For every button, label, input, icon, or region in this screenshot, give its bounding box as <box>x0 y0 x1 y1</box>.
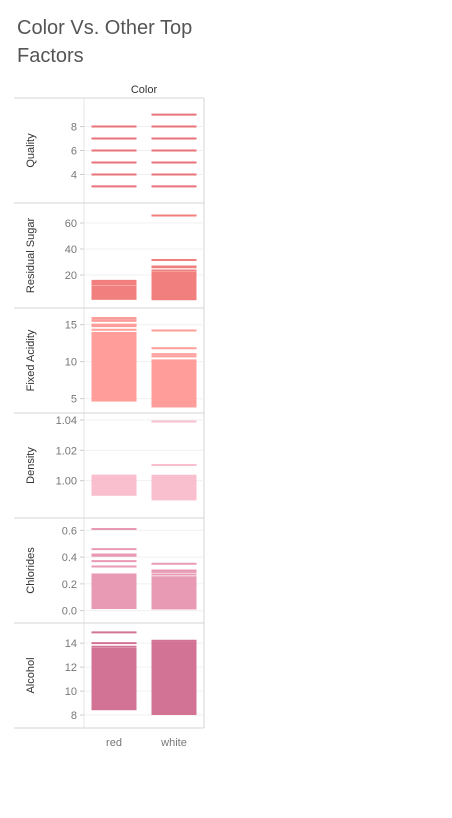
tick-label: 1.02 <box>56 445 77 457</box>
bar-white <box>151 474 197 501</box>
bar-white <box>151 579 197 610</box>
chart-title: Color Vs. Other Top Factors <box>17 17 193 67</box>
category-label-white: white <box>160 737 187 749</box>
tick-label: 1.00 <box>56 476 77 488</box>
bar-red <box>91 474 137 496</box>
panel-quality: 4 6 8 Quality <box>14 113 204 204</box>
panel-density: 1.00 1.02 1.04 Density <box>14 415 204 519</box>
bar-red <box>91 285 137 300</box>
tick-label: 0.6 <box>62 525 77 537</box>
panel-alcohol: 8 10 12 14 Alcohol <box>14 631 204 729</box>
bar-red <box>91 332 137 402</box>
tick-label: 8 <box>71 122 77 134</box>
category-label-red: red <box>106 737 122 749</box>
tick-label: 10 <box>65 357 77 369</box>
panel-fixed-acidity: 5 10 15 Fixed Acidity <box>14 316 204 414</box>
tick-label: 40 <box>65 244 77 256</box>
tick-label: 0.2 <box>62 579 77 591</box>
column-header: Color <box>131 84 158 96</box>
category-axis: red white <box>106 737 187 749</box>
bar-red <box>91 647 137 711</box>
tick-label: 12 <box>65 662 77 674</box>
row-label: Alcohol <box>25 657 37 693</box>
tick-label: 20 <box>65 270 77 282</box>
tick-label: 5 <box>71 394 77 406</box>
panel-residual-sugar: 20 40 60 Residual Sugar <box>14 214 204 309</box>
bar-white <box>151 643 197 716</box>
tick-label: 14 <box>65 638 77 650</box>
tick-label: 8 <box>71 710 77 722</box>
tick-label: 10 <box>65 686 77 698</box>
bar-white <box>151 271 197 301</box>
tick-label: 1.04 <box>56 415 77 427</box>
tick-label: 0.0 <box>62 606 77 618</box>
row-label: Residual Sugar <box>25 218 37 294</box>
row-label: Density <box>25 447 37 484</box>
bar-red <box>91 574 137 610</box>
tick-label: 0.4 <box>62 552 77 564</box>
row-label: Quality <box>25 133 37 168</box>
chart-panels: 4 6 8 Quality 20 40 60 Residual Sugar 5 10 15 Fixed… <box>14 113 204 729</box>
tick-label: 15 <box>65 320 77 332</box>
tick-label: 4 <box>71 169 77 181</box>
bar-white <box>151 359 197 408</box>
panel-chlorides: 0.0 0.2 0.4 0.6 Chlorides <box>14 525 204 624</box>
row-label: Fixed Acidity <box>25 329 37 391</box>
tick-label: 6 <box>71 146 77 158</box>
row-label: Chlorides <box>25 547 37 594</box>
tick-label: 60 <box>65 218 77 230</box>
